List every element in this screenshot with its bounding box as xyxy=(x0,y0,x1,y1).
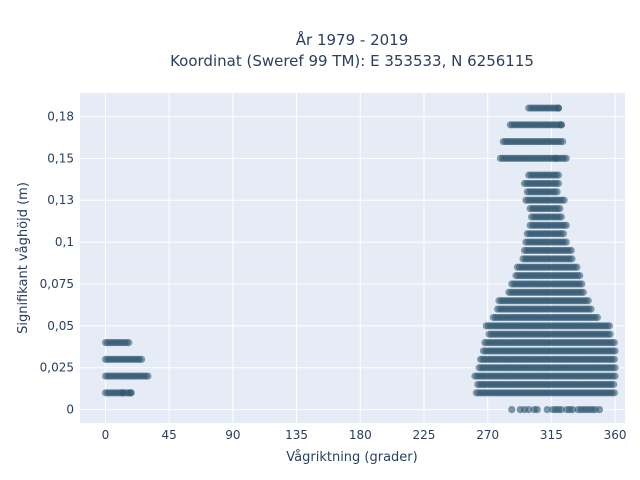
data-point xyxy=(525,405,533,414)
data-point xyxy=(567,246,575,255)
data-point xyxy=(118,389,127,397)
data-point xyxy=(557,213,565,221)
data-point xyxy=(144,372,152,380)
data-point xyxy=(137,355,146,363)
data-point xyxy=(552,154,560,162)
y-tick-label: 0 xyxy=(66,403,74,417)
x-tick-label: 315 xyxy=(540,428,563,442)
data-point xyxy=(554,179,563,188)
data-point xyxy=(595,405,604,414)
x-tick-label: 180 xyxy=(349,428,372,442)
data-point xyxy=(127,389,135,397)
data-point xyxy=(576,271,584,280)
y-tick-label: 0,13 xyxy=(47,193,74,207)
x-axis-ticks: 0 45 90 135 180 225 270 315 360 xyxy=(102,428,627,442)
data-point xyxy=(543,405,551,414)
data-point xyxy=(125,338,133,347)
x-tick-label: 135 xyxy=(285,428,308,442)
y-tick-label: 0,05 xyxy=(47,319,74,333)
data-point xyxy=(605,322,614,330)
data-point xyxy=(611,347,619,355)
data-point xyxy=(553,188,561,196)
data-point xyxy=(593,313,601,322)
data-point xyxy=(610,380,618,389)
data-point xyxy=(584,297,592,305)
data-point xyxy=(559,230,568,238)
data-point xyxy=(557,405,565,414)
data-point xyxy=(562,154,570,162)
data-point xyxy=(606,330,614,338)
data-point xyxy=(611,372,619,380)
y-tick-label: 0,18 xyxy=(47,109,74,123)
data-point xyxy=(610,355,618,363)
data-point xyxy=(569,405,577,414)
data-point xyxy=(611,364,619,372)
data-point xyxy=(557,121,565,129)
y-tick-label: 0,025 xyxy=(40,361,74,375)
data-point xyxy=(562,221,570,229)
data-point xyxy=(533,405,541,414)
x-axis-title: Vågriktning (grader) xyxy=(286,450,417,465)
data-point xyxy=(562,238,570,246)
data-point xyxy=(587,305,595,313)
chart-title-line2: Koordinat (Sweref 99 TM): E 353533, N 62… xyxy=(170,52,534,70)
y-axis-title: Signifikant våghöjd (m) xyxy=(16,182,31,334)
x-tick-label: 0 xyxy=(102,428,110,442)
data-point xyxy=(579,288,587,296)
data-point xyxy=(610,338,618,347)
data-point xyxy=(559,137,567,146)
x-tick-label: 270 xyxy=(476,428,499,442)
data-point xyxy=(573,263,581,271)
data-point xyxy=(560,196,568,204)
x-tick-label: 90 xyxy=(225,428,240,442)
data-points xyxy=(101,104,619,414)
y-tick-label: 0,1 xyxy=(55,235,74,249)
data-point xyxy=(568,255,576,263)
x-tick-label: 360 xyxy=(604,428,627,442)
chart-title-line1: År 1979 - 2019 xyxy=(296,30,409,49)
data-point xyxy=(554,171,563,179)
data-point xyxy=(554,104,563,112)
y-axis-ticks: 0 0,025 0,05 0,075 0,1 0,13 0,15 0,18 xyxy=(40,109,74,416)
data-point xyxy=(508,405,516,414)
data-point xyxy=(610,389,618,397)
data-point xyxy=(578,280,586,288)
y-tick-label: 0,15 xyxy=(47,151,74,165)
x-tick-label: 45 xyxy=(162,428,177,442)
x-tick-label: 225 xyxy=(413,428,436,442)
data-point xyxy=(556,204,564,213)
y-tick-label: 0,075 xyxy=(40,277,74,291)
